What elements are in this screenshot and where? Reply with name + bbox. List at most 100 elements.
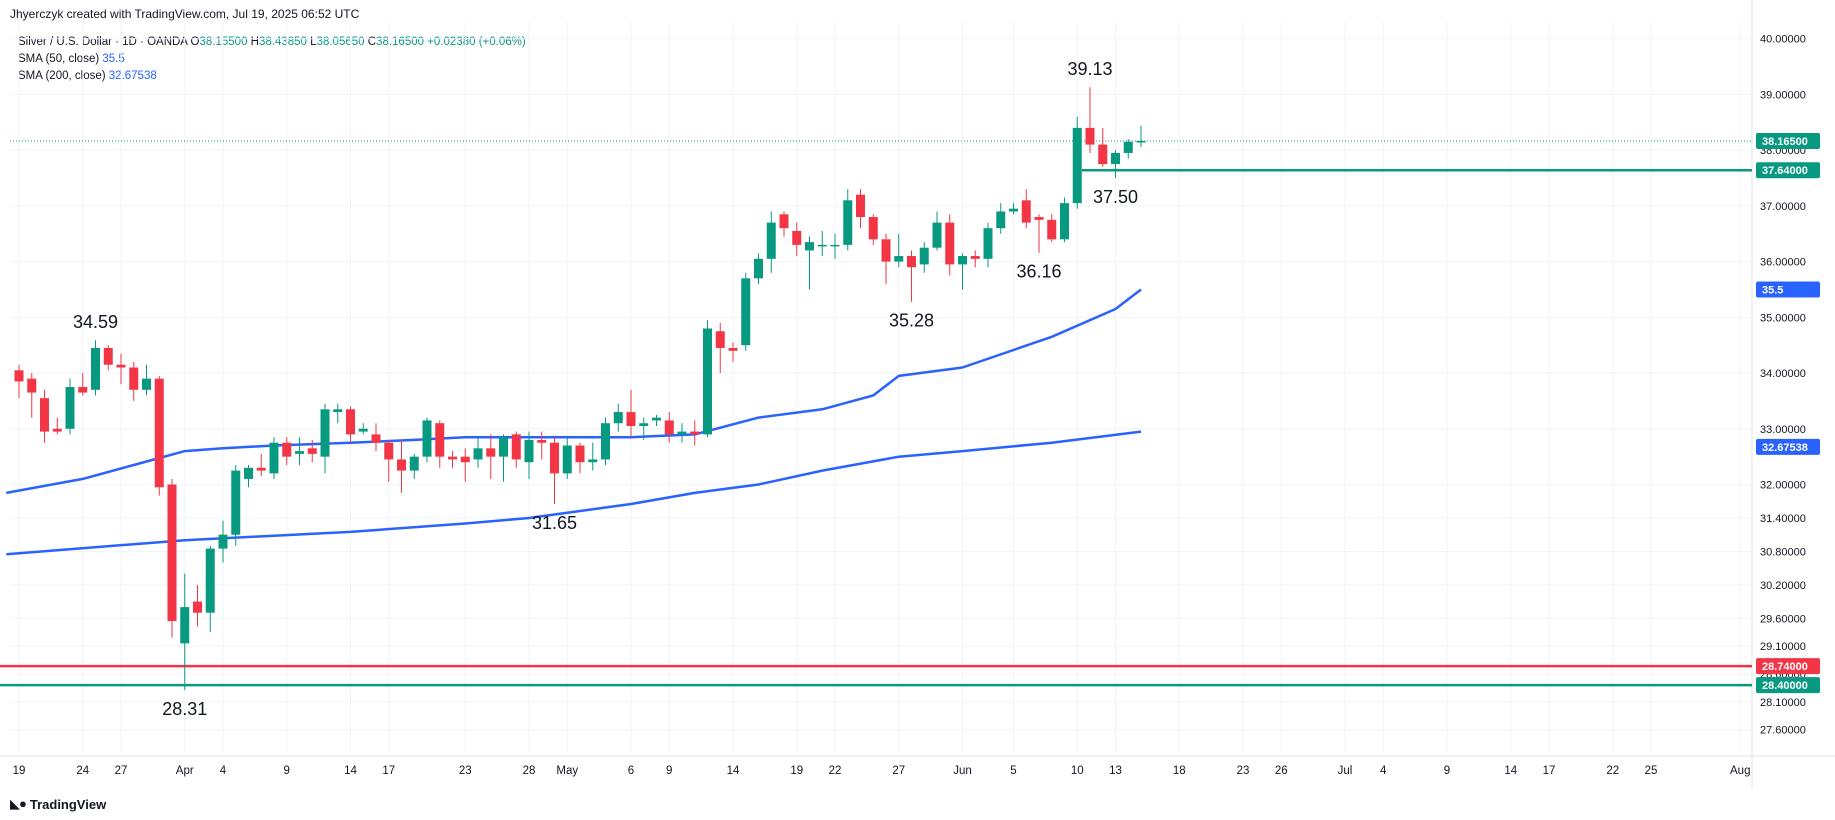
candle	[473, 437, 483, 468]
price-label-box	[1756, 281, 1820, 298]
candle	[448, 451, 457, 468]
candle	[983, 222, 993, 268]
candle	[613, 403, 623, 432]
candle	[142, 364, 151, 396]
candle-body	[486, 448, 496, 457]
time-tick-label: Jun	[953, 765, 972, 777]
price-tick-label: 28.10000	[1760, 697, 1806, 709]
price-tick-label: 34.00000	[1760, 368, 1806, 380]
candle-body	[754, 258, 763, 279]
candle	[384, 439, 394, 482]
price-annotation: 35.28	[889, 311, 934, 331]
sma200-line	[6, 430, 1142, 556]
candle-body	[575, 445, 585, 463]
candle-body	[626, 412, 636, 427]
candle	[167, 478, 177, 638]
candle	[231, 465, 241, 546]
time-tick-label: 9	[1444, 765, 1450, 777]
time-tick-label: Jul	[1338, 765, 1353, 777]
price-annotation: 34.59	[73, 312, 118, 332]
time-tick-label: 14	[344, 765, 357, 777]
price-label-box	[1756, 438, 1820, 455]
candle	[575, 442, 585, 474]
candle-body	[766, 222, 776, 259]
candle-body	[65, 387, 75, 429]
price-label: 35.5	[1756, 281, 1820, 298]
candle-body	[932, 222, 942, 248]
time-tick-label: 27	[115, 765, 128, 777]
candle-body	[945, 222, 955, 265]
time-tick-label: 23	[459, 765, 472, 777]
candle-body	[78, 387, 88, 393]
candles	[14, 87, 1146, 691]
price-tick-label: 39.00000	[1760, 89, 1806, 101]
legend-open-label: O	[190, 36, 200, 48]
price-tick-label: 29.10000	[1760, 641, 1806, 653]
tradingview-brand[interactable]: ◣● TradingView	[10, 796, 106, 812]
candle	[307, 439, 317, 463]
candle-body	[958, 256, 967, 265]
price-annotation: 39.13	[1067, 59, 1112, 79]
candle-body	[116, 364, 126, 368]
candle-body	[1123, 141, 1133, 153]
candle	[766, 211, 776, 273]
time-tick-label: 28	[523, 765, 536, 777]
candle	[652, 414, 661, 427]
grid-lines	[10, 22, 1752, 752]
price-label-text: 28.74000	[1762, 661, 1808, 673]
candle	[180, 573, 190, 691]
candle-body	[856, 194, 865, 218]
candle	[154, 375, 164, 496]
candle	[843, 189, 853, 251]
candle	[40, 389, 49, 443]
price-label-box	[1756, 677, 1820, 694]
time-tick-label: 4	[1380, 765, 1387, 777]
candle	[1009, 203, 1018, 215]
candle	[907, 250, 916, 302]
price-label-box	[1756, 658, 1820, 675]
candle	[295, 437, 304, 466]
candle	[52, 417, 62, 435]
legend-sma50-row[interactable]: SMA (50, close) 35.5	[18, 51, 526, 68]
price-annotation: 36.16	[1016, 262, 1061, 282]
candle-body	[256, 467, 266, 471]
candle	[1060, 197, 1069, 243]
candle	[664, 412, 674, 443]
candle-body	[231, 470, 241, 535]
candle-body	[1136, 140, 1146, 143]
candle-body	[167, 484, 177, 622]
price-annotation: 31.65	[532, 513, 577, 533]
candle	[282, 437, 292, 466]
candle-body	[1085, 127, 1095, 145]
time-tick-label: 17	[382, 765, 395, 777]
candle-body	[588, 459, 598, 463]
candle-body	[983, 228, 993, 259]
candle-body	[422, 420, 432, 457]
candle	[945, 214, 955, 276]
time-tick-label: 23	[1237, 765, 1250, 777]
time-tick-label: 19	[13, 765, 26, 777]
price-annotation: 37.50	[1093, 187, 1138, 207]
candle	[805, 236, 814, 290]
price-tick-label: 31.40000	[1760, 513, 1806, 525]
candle-body	[613, 412, 623, 424]
legend-close-label: C	[367, 36, 377, 48]
candle	[1021, 189, 1031, 229]
candle	[562, 437, 572, 479]
price-tick-label: 36.00000	[1760, 257, 1806, 269]
candle	[1072, 116, 1082, 209]
price-annotation: 28.31	[162, 699, 207, 719]
candle-body	[792, 230, 802, 245]
candle-body	[741, 278, 751, 346]
candle	[409, 453, 419, 479]
candle-body	[537, 439, 547, 443]
candle	[524, 431, 534, 479]
candle	[65, 378, 75, 435]
time-tick-label: 26	[1275, 765, 1288, 777]
candle-body	[562, 445, 572, 474]
candle-body	[715, 331, 725, 348]
candle	[626, 389, 636, 438]
price-label-text: 38.16500	[1762, 136, 1808, 148]
time-tick-label: 5	[1010, 765, 1016, 777]
